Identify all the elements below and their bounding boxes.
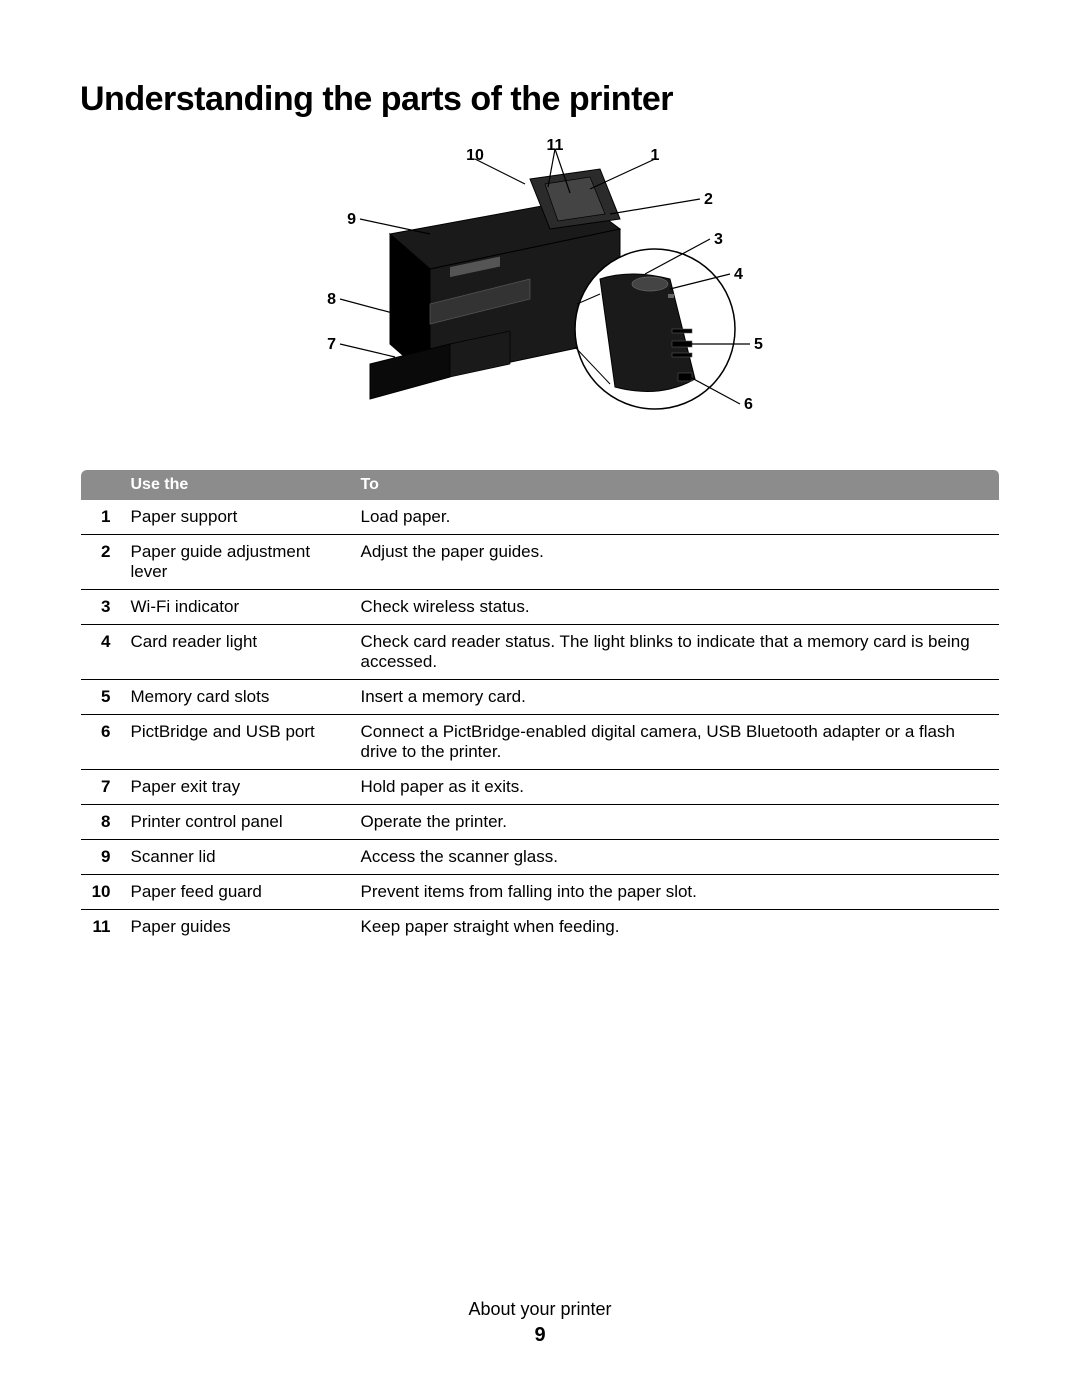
table-cell-to: Keep paper straight when feeding.: [351, 910, 1000, 945]
table-cell-num: 10: [81, 875, 121, 910]
footer-section-title: About your printer: [0, 1299, 1080, 1320]
callout-number: 5: [754, 336, 763, 353]
table-row: 2Paper guide adjustment leverAdjust the …: [81, 535, 1000, 590]
table-cell-num: 2: [81, 535, 121, 590]
table-cell-num: 4: [81, 625, 121, 680]
table-cell-use: Scanner lid: [121, 840, 351, 875]
table-cell-use: Paper guides: [121, 910, 351, 945]
table-cell-to: Insert a memory card.: [351, 680, 1000, 715]
table-cell-to: Access the scanner glass.: [351, 840, 1000, 875]
zoom-detail-icon: [575, 249, 735, 409]
printer-diagram: 1 2 3 4 5 6 7 8 9 10 11: [300, 129, 780, 449]
callout-number: 9: [347, 211, 356, 228]
table-cell-num: 1: [81, 500, 121, 535]
table-cell-use: Paper support: [121, 500, 351, 535]
table-cell-to: Connect a PictBridge-enabled digital cam…: [351, 715, 1000, 770]
callout-number: 6: [744, 396, 753, 413]
table-cell-to: Hold paper as it exits.: [351, 770, 1000, 805]
table-cell-to: Prevent items from falling into the pape…: [351, 875, 1000, 910]
table-cell-use: Printer control panel: [121, 805, 351, 840]
table-cell-use: Card reader light: [121, 625, 351, 680]
table-cell-num: 9: [81, 840, 121, 875]
table-cell-use: Paper feed guard: [121, 875, 351, 910]
table-row: 11Paper guidesKeep paper straight when f…: [81, 910, 1000, 945]
table-cell-num: 7: [81, 770, 121, 805]
callout-line: [340, 344, 395, 357]
table-cell-use: Wi-Fi indicator: [121, 590, 351, 625]
table-row: 9Scanner lidAccess the scanner glass.: [81, 840, 1000, 875]
table-cell-num: 5: [81, 680, 121, 715]
callout-line: [360, 219, 430, 234]
table-cell-use: Memory card slots: [121, 680, 351, 715]
table-cell-to: Check card reader status. The light blin…: [351, 625, 1000, 680]
table-row: 8Printer control panelOperate the printe…: [81, 805, 1000, 840]
page-footer: About your printer 9: [0, 1299, 1080, 1347]
table-header-to: To: [351, 470, 1000, 501]
table-cell-to: Check wireless status.: [351, 590, 1000, 625]
table-cell-use: PictBridge and USB port: [121, 715, 351, 770]
table-cell-num: 3: [81, 590, 121, 625]
table-cell-num: 8: [81, 805, 121, 840]
table-header-num: [81, 470, 121, 501]
document-page: Understanding the parts of the printer: [0, 0, 1080, 1397]
table-cell-use: Paper guide adjustment lever: [121, 535, 351, 590]
callout-number: 3: [714, 231, 723, 248]
table-cell-num: 6: [81, 715, 121, 770]
callout-number: 7: [327, 336, 336, 353]
table-cell-use: Paper exit tray: [121, 770, 351, 805]
table-row: 5Memory card slotsInsert a memory card.: [81, 680, 1000, 715]
table-cell-to: Operate the printer.: [351, 805, 1000, 840]
footer-page-number: 9: [0, 1324, 1080, 1347]
callout-number: 10: [466, 147, 484, 164]
callout-number: 8: [327, 291, 336, 308]
callout-number: 4: [734, 266, 743, 283]
printer-diagram-container: 1 2 3 4 5 6 7 8 9 10 11: [80, 129, 1000, 449]
table-row: 1Paper supportLoad paper.: [81, 500, 1000, 535]
table-cell-to: Load paper.: [351, 500, 1000, 535]
table-row: 6PictBridge and USB portConnect a PictBr…: [81, 715, 1000, 770]
callout-number: 11: [547, 137, 564, 154]
table-header-row: Use the To: [81, 470, 1000, 501]
table-header-use: Use the: [121, 470, 351, 501]
table-row: 4Card reader lightCheck card reader stat…: [81, 625, 1000, 680]
table-cell-to: Adjust the paper guides.: [351, 535, 1000, 590]
table-row: 3Wi-Fi indicatorCheck wireless status.: [81, 590, 1000, 625]
parts-table: Use the To 1Paper supportLoad paper.2Pap…: [80, 469, 1000, 945]
callout-line: [610, 199, 700, 214]
table-cell-num: 11: [81, 910, 121, 945]
callout-number: 1: [651, 147, 660, 164]
page-title: Understanding the parts of the printer: [80, 80, 1000, 119]
table-row: 10Paper feed guardPrevent items from fal…: [81, 875, 1000, 910]
callout-number: 2: [704, 191, 713, 208]
table-row: 7Paper exit trayHold paper as it exits.: [81, 770, 1000, 805]
